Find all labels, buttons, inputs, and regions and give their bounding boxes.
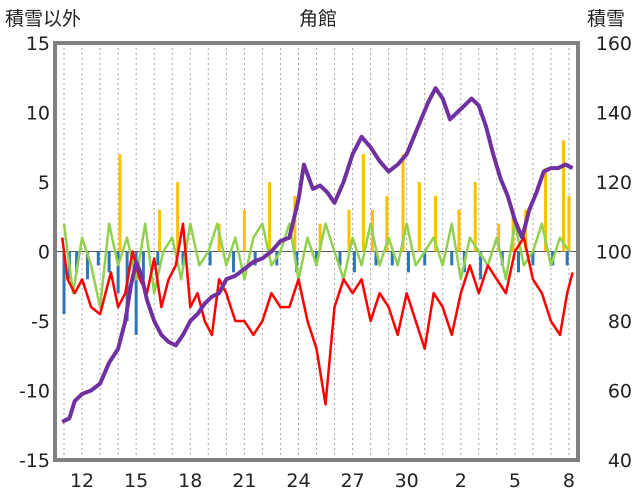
snow_change-bar bbox=[116, 251, 120, 294]
temperature-line bbox=[60, 222, 574, 406]
left-tick-label: -5 bbox=[31, 311, 50, 333]
x-tick-label: 15 bbox=[124, 470, 148, 492]
right-axis-label: 積雪 bbox=[587, 8, 625, 30]
right-tick-label: 160 bbox=[596, 33, 632, 55]
snow_change-bar bbox=[423, 251, 427, 266]
snow_change-bar bbox=[352, 251, 356, 273]
right-axis-ticks: 40 60 80 100 120 140 160 bbox=[596, 33, 632, 472]
right-tick-label: 60 bbox=[608, 381, 632, 403]
left-tick-label: -10 bbox=[19, 381, 50, 403]
right-tick-label: 120 bbox=[596, 172, 632, 194]
snow_change-bar bbox=[134, 251, 138, 335]
precipitation-bar bbox=[361, 154, 365, 252]
snow_change-bar bbox=[338, 251, 342, 266]
precipitation-bar bbox=[385, 195, 389, 252]
snow_change-bar bbox=[516, 251, 520, 273]
x-axis-ticks: 12 15 18 21 24 27 30 2 5 8 bbox=[70, 470, 575, 492]
temp_change-line bbox=[62, 222, 571, 309]
snow_change-bar bbox=[253, 251, 257, 266]
x-tick-label: 8 bbox=[563, 470, 575, 492]
snow_change-bar bbox=[141, 251, 145, 280]
left-axis-ticks: -15 -10 -5 0 5 10 15 bbox=[19, 33, 50, 472]
precipitation-bar bbox=[293, 195, 297, 252]
x-tick-label: 21 bbox=[232, 470, 256, 492]
precipitation-bar bbox=[158, 209, 162, 252]
snow_change-bar bbox=[390, 251, 394, 266]
right-tick-label: 140 bbox=[596, 103, 632, 125]
x-tick-label: 12 bbox=[70, 470, 94, 492]
line-layer bbox=[60, 86, 574, 424]
snow_change-bar bbox=[531, 251, 535, 266]
snow_change-bar bbox=[315, 251, 318, 266]
precipitation-bar bbox=[417, 182, 421, 252]
precipitation-bar bbox=[562, 140, 566, 252]
plot-frame bbox=[53, 41, 580, 462]
left-axis-label: 積雪以外 bbox=[5, 8, 81, 30]
snow_change-bar bbox=[565, 251, 569, 266]
snow_change-bar bbox=[232, 251, 236, 273]
left-tick-label: 10 bbox=[26, 103, 50, 125]
x-tick-label: 2 bbox=[455, 470, 467, 492]
chart-title: 角館 bbox=[299, 8, 337, 30]
precipitation-bar bbox=[401, 154, 405, 252]
precipitation-bar bbox=[347, 209, 351, 252]
precipitation-bar bbox=[318, 223, 322, 252]
precipitation-bar bbox=[457, 209, 461, 252]
left-tick-label: 0 bbox=[38, 242, 50, 264]
snow_change-bar bbox=[208, 251, 212, 266]
snow_change-bar bbox=[181, 251, 185, 266]
snow_change-bar bbox=[156, 251, 160, 266]
snow_change-bar bbox=[406, 251, 410, 273]
x-tick-label: 24 bbox=[286, 470, 310, 492]
snow_change-bar bbox=[85, 251, 89, 280]
precipitation-bar bbox=[497, 223, 501, 252]
left-tick-label: 5 bbox=[38, 172, 50, 194]
precipitation-bar bbox=[567, 195, 571, 252]
snow_depth-line bbox=[61, 86, 574, 424]
snow_change-bar bbox=[107, 251, 111, 273]
x-tick-label: 18 bbox=[178, 470, 202, 492]
precipitation-bar bbox=[242, 209, 246, 252]
precipitation-bar bbox=[544, 168, 548, 252]
precipitation-bar bbox=[268, 182, 272, 252]
x-tick-label: 30 bbox=[395, 470, 419, 492]
snow_change-bar bbox=[62, 251, 66, 315]
x-tick-label: 27 bbox=[340, 470, 364, 492]
precipitation-bar bbox=[176, 182, 180, 252]
snow_change-bar bbox=[75, 251, 79, 273]
left-tick-label: -15 bbox=[19, 450, 50, 472]
x-tick-label: 5 bbox=[509, 470, 521, 492]
snow_change-bar bbox=[96, 251, 100, 266]
right-tick-label: 100 bbox=[596, 242, 632, 264]
precipitation-bar bbox=[434, 195, 438, 252]
right-tick-label: 40 bbox=[608, 450, 632, 472]
left-tick-label: 15 bbox=[26, 33, 50, 55]
right-tick-label: 80 bbox=[608, 311, 632, 333]
precipitation-bar bbox=[118, 154, 122, 252]
snow_change-bar bbox=[450, 251, 454, 266]
precipitation-bar bbox=[473, 182, 477, 252]
snow_change-bar bbox=[374, 251, 378, 266]
snow_change-bar bbox=[479, 251, 483, 280]
